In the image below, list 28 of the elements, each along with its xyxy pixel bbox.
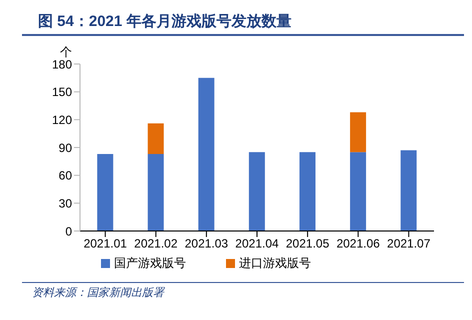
y-tick-label: 90 — [58, 140, 72, 155]
x-tick-label: 2021.01 — [84, 236, 128, 251]
text: 资料来源：国家新闻出版署 — [32, 286, 166, 300]
x-tick-label: 2021.05 — [286, 236, 330, 251]
bar — [350, 112, 366, 152]
x-tick-label: 2021.04 — [235, 236, 280, 251]
bar — [350, 152, 366, 231]
bar — [198, 78, 214, 231]
bar — [148, 154, 164, 231]
chart-title: 图 54：2021 年各月游戏版号发放数量 — [22, 8, 464, 36]
legend-label: 进口游戏版号 — [239, 256, 311, 270]
y-tick-label: 150 — [52, 85, 72, 100]
y-tick-label: 60 — [58, 168, 72, 183]
x-tick-label: 2021.03 — [184, 236, 228, 251]
legend-label: 国产游戏版号 — [114, 256, 186, 270]
x-tick-label: 2021.07 — [387, 236, 431, 251]
bar — [299, 152, 316, 231]
bar — [97, 154, 114, 231]
y-tick-label: 120 — [52, 112, 72, 127]
x-tick-label: 2021.02 — [134, 236, 178, 251]
y-tick-label: 180 — [52, 57, 72, 72]
y-tick-label: 0 — [65, 224, 72, 238]
y-axis-title: 个 — [60, 44, 72, 60]
x-tick-label: 2021.06 — [336, 236, 380, 251]
bar — [148, 123, 164, 154]
bar — [400, 150, 417, 231]
bar — [248, 152, 265, 231]
y-tick-label: 30 — [58, 196, 72, 210]
